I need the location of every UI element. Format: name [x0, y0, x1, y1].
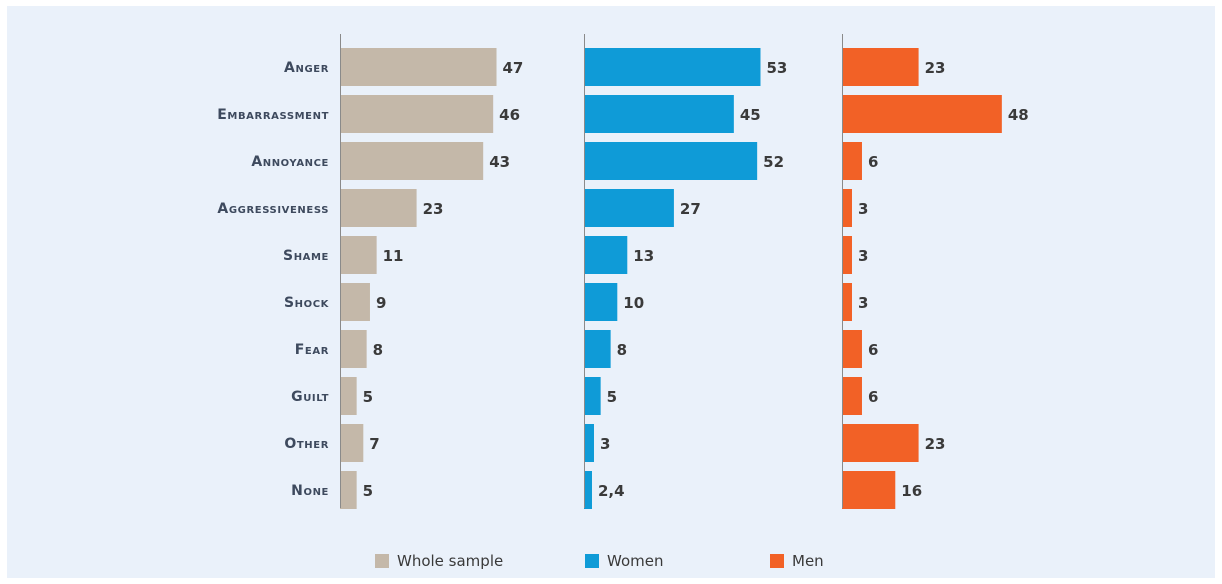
bar-men-anger [842, 48, 919, 86]
value-label-men-anger: 23 [925, 59, 946, 77]
legend-item-whole-sample: Whole sample [375, 552, 503, 570]
bar-men-annoyance [842, 142, 862, 180]
value-label-women-none: 2,4 [598, 482, 625, 500]
category-label-shock: Shock [284, 295, 330, 311]
category-label-aggressiveness: Aggressiveness [217, 201, 329, 217]
value-label-women-aggressiveness: 27 [680, 200, 701, 218]
value-label-women-annoyance: 52 [763, 153, 784, 171]
bar-whole-sample-shame [340, 236, 377, 274]
bar-whole-sample-anger [340, 48, 497, 86]
value-label-women-other: 3 [600, 435, 610, 453]
value-label-women-fear: 8 [617, 341, 627, 359]
value-label-women-guilt: 5 [607, 388, 617, 406]
value-label-women-anger: 53 [766, 59, 787, 77]
bar-women-anger [584, 48, 761, 86]
category-label-none: None [291, 483, 329, 499]
category-label-guilt: Guilt [291, 389, 329, 405]
bar-women-guilt [584, 377, 601, 415]
bar-men-shock [842, 283, 852, 321]
value-label-whole-sample-shock: 9 [376, 294, 386, 312]
value-label-whole-sample-shame: 11 [383, 247, 404, 265]
category-labels: Anger Embarrassment Annoyance Aggressivenes… [217, 60, 329, 499]
chart-panels: 4746432311985755345522713108532,42348633… [340, 34, 1029, 509]
chart-panel: Anger Embarrassment Annoyance Aggressivenes… [7, 6, 1215, 578]
legend-item-men: Men [770, 552, 824, 570]
value-label-women-shock: 10 [623, 294, 644, 312]
bar-women-other [584, 424, 594, 462]
bar-women-annoyance [584, 142, 758, 180]
value-label-whole-sample-fear: 8 [373, 341, 383, 359]
bar-chart: Anger Embarrassment Annoyance Aggressivenes… [217, 34, 1029, 570]
category-label-fear: Fear [295, 342, 329, 358]
bar-whole-sample-none [340, 471, 357, 509]
bar-women-none [584, 471, 592, 509]
panel-men: 23 48 6 3 3 3 6 6 23 16 [842, 34, 1029, 509]
bar-women-fear [584, 330, 611, 368]
legend-swatch-men [770, 554, 784, 568]
category-label-shame: Shame [283, 248, 329, 264]
legend-label-men: Men [792, 552, 824, 570]
bar-whole-sample-aggressiveness [340, 189, 417, 227]
legend-swatch-women [585, 554, 599, 568]
value-label-whole-sample-aggressiveness: 23 [423, 200, 444, 218]
category-label-annoyance: Annoyance [251, 154, 329, 170]
category-label-embarrassment: Embarrassment [217, 107, 329, 123]
value-label-whole-sample-guilt: 5 [363, 388, 373, 406]
value-label-men-annoyance: 6 [868, 153, 878, 171]
value-label-whole-sample-embarrassment: 46 [499, 106, 520, 124]
value-label-men-shame: 3 [858, 247, 868, 265]
bar-women-embarrassment [584, 95, 734, 133]
bar-women-shame [584, 236, 628, 274]
value-label-whole-sample-none: 5 [363, 482, 373, 500]
bar-men-aggressiveness [842, 189, 852, 227]
value-label-whole-sample-annoyance: 43 [489, 153, 510, 171]
value-label-men-shock: 3 [858, 294, 868, 312]
bar-men-embarrassment [842, 95, 1002, 133]
value-label-men-guilt: 6 [868, 388, 878, 406]
value-label-men-fear: 6 [868, 341, 878, 359]
value-label-men-none: 16 [901, 482, 922, 500]
bar-men-guilt [842, 377, 862, 415]
value-label-men-embarrassment: 48 [1008, 106, 1029, 124]
legend-label-women: Women [607, 552, 663, 570]
bar-whole-sample-shock [340, 283, 370, 321]
bar-women-shock [584, 283, 618, 321]
bar-whole-sample-guilt [340, 377, 357, 415]
legend-label-whole-sample: Whole sample [397, 552, 503, 570]
category-label-anger: Anger [284, 60, 329, 76]
bar-whole-sample-other [340, 424, 364, 462]
value-label-whole-sample-other: 7 [369, 435, 379, 453]
value-label-women-embarrassment: 45 [740, 106, 761, 124]
bar-women-aggressiveness [584, 189, 674, 227]
category-label-other: Other [284, 436, 329, 452]
panel-whole-sample: 47 46 43 23 11 9 8 5 7 5 [340, 34, 523, 509]
legend-item-women: Women [585, 552, 663, 570]
legend-swatch-whole-sample [375, 554, 389, 568]
bar-whole-sample-fear [340, 330, 367, 368]
bar-whole-sample-annoyance [340, 142, 484, 180]
value-label-whole-sample-anger: 47 [503, 59, 524, 77]
value-label-men-other: 23 [925, 435, 946, 453]
legend: Whole sample Women Men [375, 552, 824, 570]
bar-men-shame [842, 236, 852, 274]
value-label-women-shame: 13 [633, 247, 654, 265]
bar-whole-sample-embarrassment [340, 95, 494, 133]
value-label-men-aggressiveness: 3 [858, 200, 868, 218]
bar-men-none [842, 471, 896, 509]
bar-men-other [842, 424, 919, 462]
bar-men-fear [842, 330, 862, 368]
